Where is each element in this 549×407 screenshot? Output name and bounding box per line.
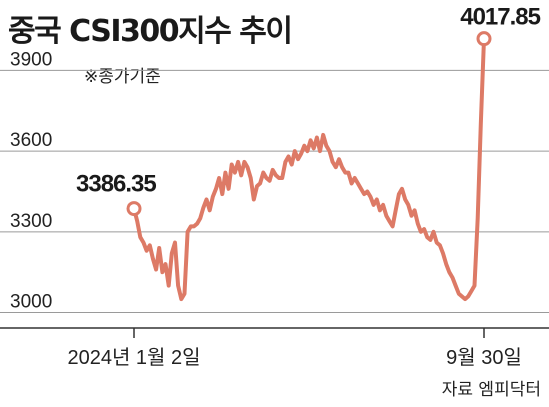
end-value-label: 4017.85 (460, 4, 540, 31)
chart-note: ※종가기준 (84, 67, 161, 87)
y-tick-label-3900: 3900 (10, 49, 52, 70)
y-tick-label-3000: 3000 (10, 292, 52, 313)
start-value-label: 3386.35 (76, 171, 156, 198)
series-line (132, 36, 486, 302)
y-tick-label-3600: 3600 (10, 130, 52, 151)
y-tick-label-3300: 3300 (10, 211, 52, 232)
chart-source: 자료 엠피닥터 (441, 380, 541, 400)
x-tick-label-0: 2024년 1월 2일 (67, 346, 200, 369)
end-marker (476, 31, 492, 47)
x-tick-label-1: 9월 30일 (446, 346, 522, 369)
chart-title: 중국 CSI300지수 추이 (8, 14, 293, 49)
start-marker (126, 201, 142, 217)
